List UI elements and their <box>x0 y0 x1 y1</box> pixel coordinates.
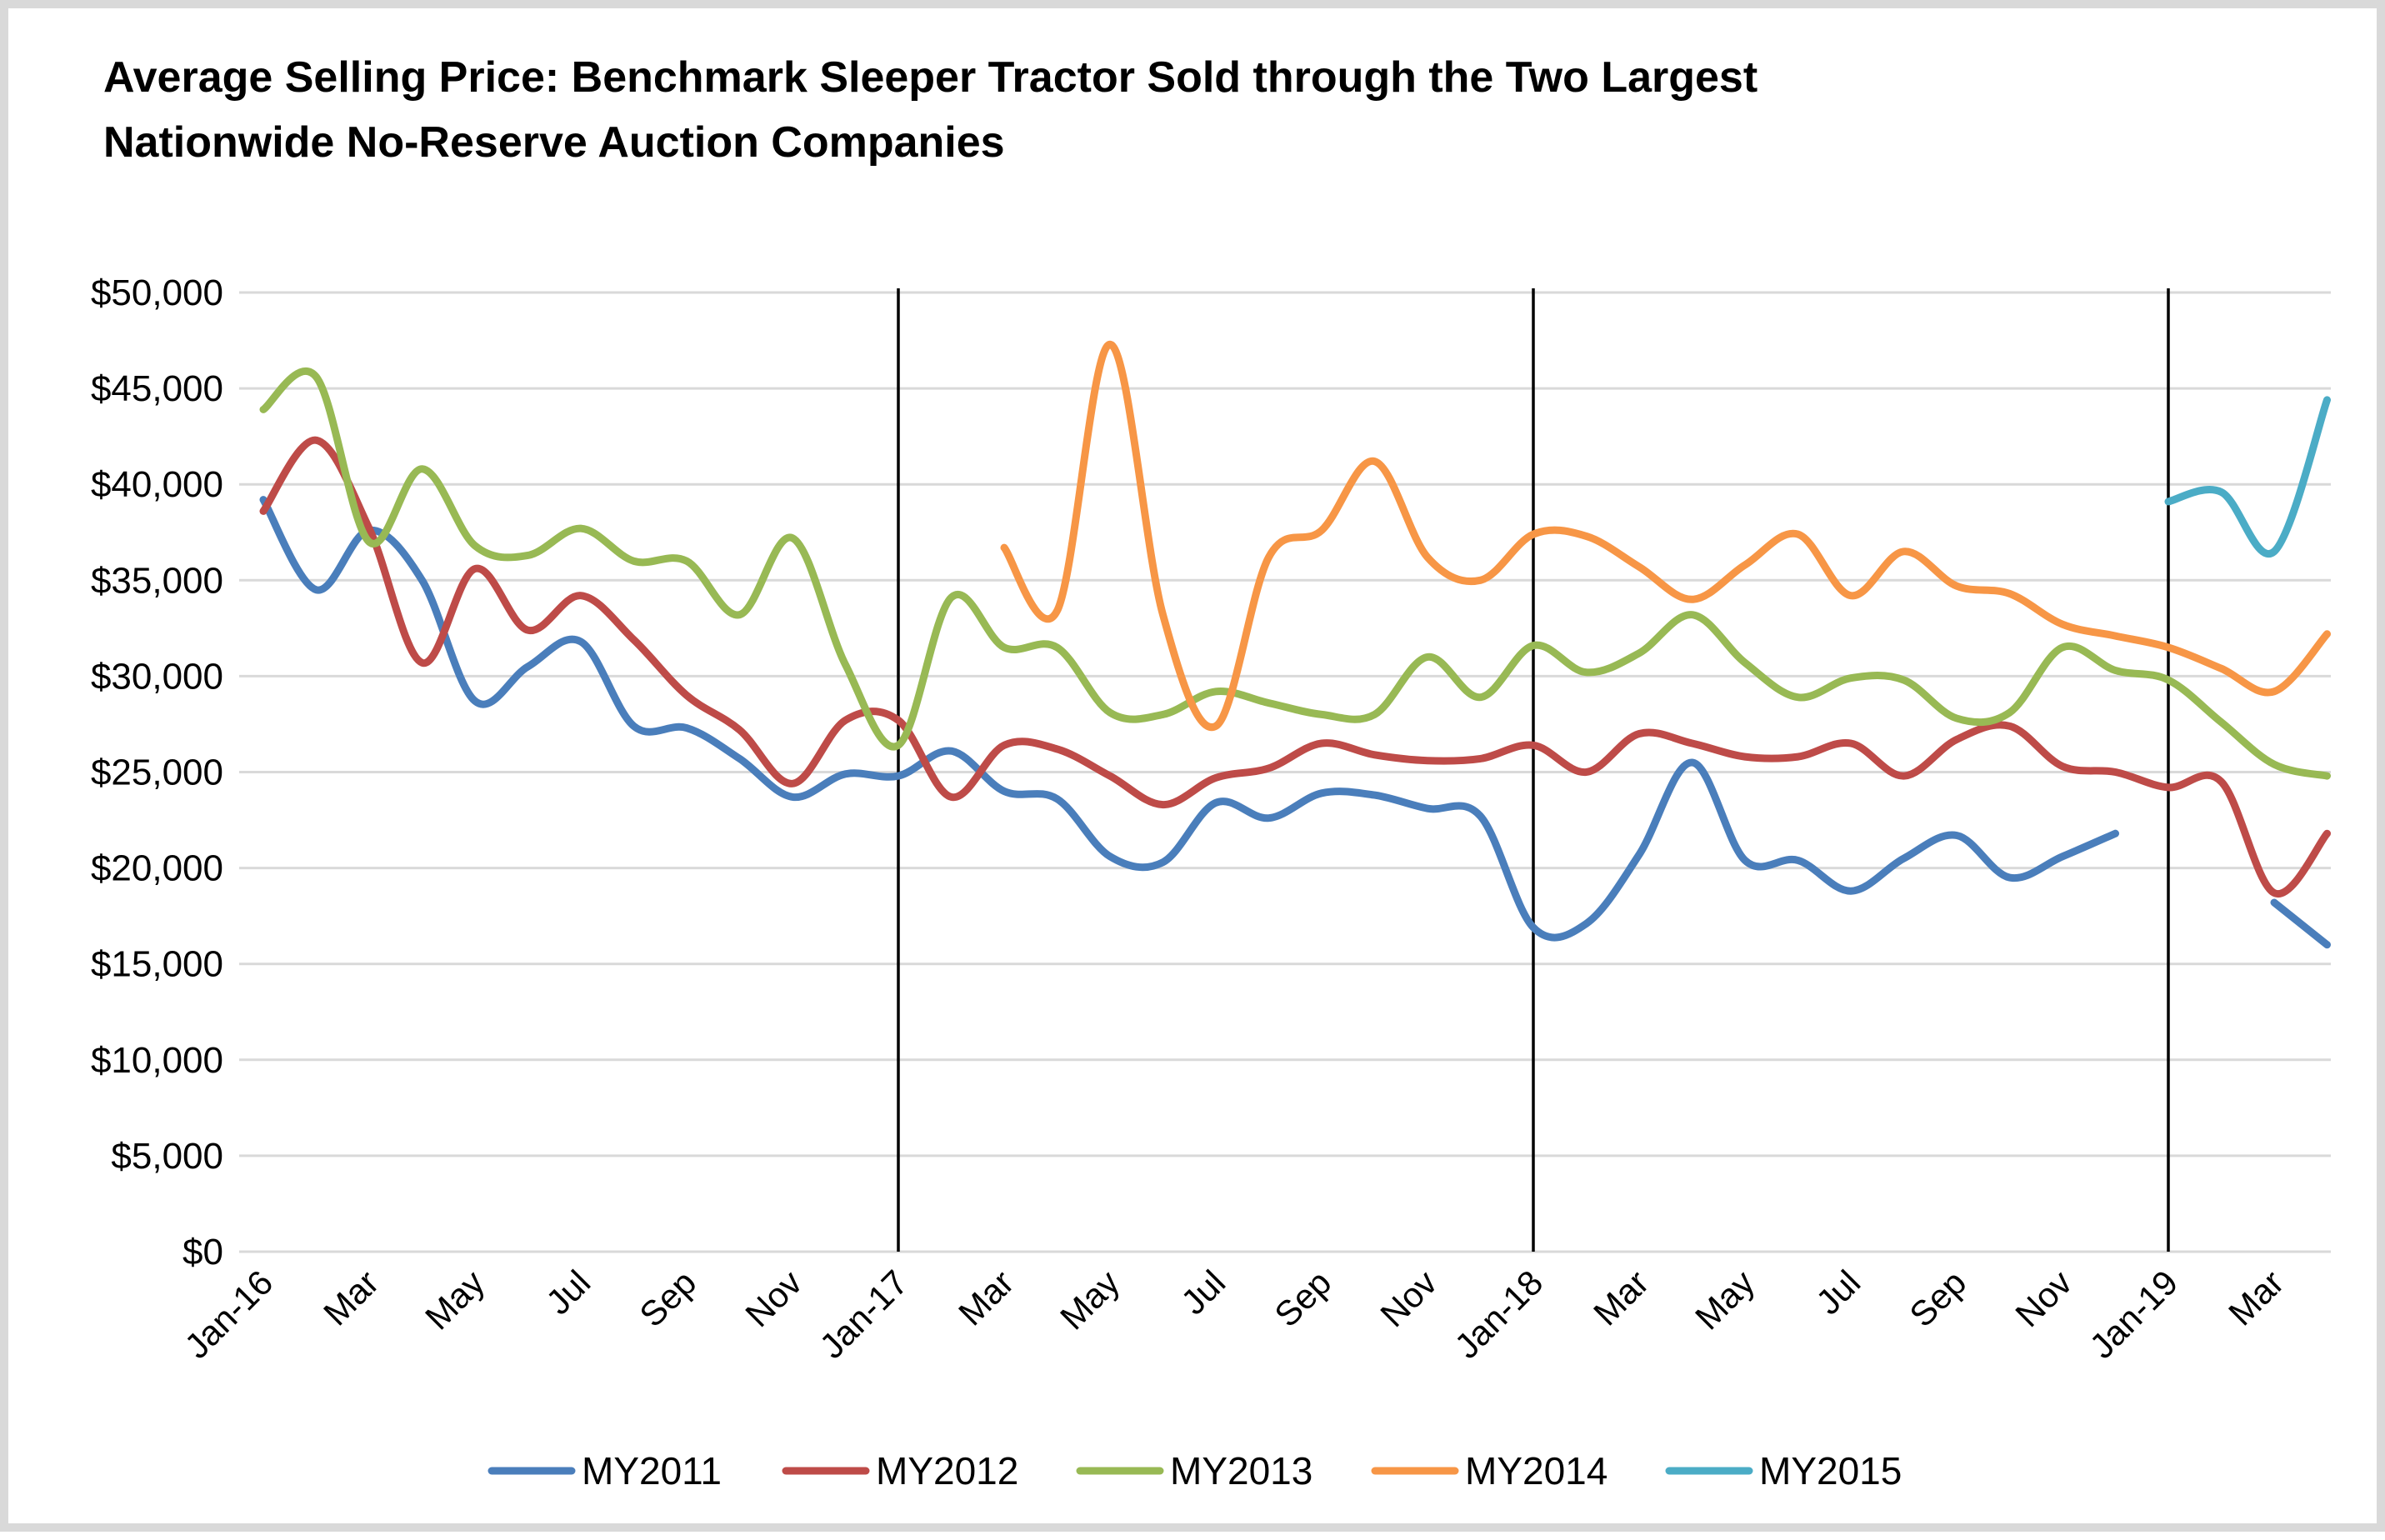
y-tick-label: $10,000 <box>91 1040 223 1081</box>
x-tick-label: Sep <box>1902 1262 1973 1334</box>
x-tick-label: Sep <box>1267 1262 1338 1334</box>
legend-label-my2011: MY2011 <box>582 1449 722 1492</box>
series-line-my2013 <box>259 367 2331 780</box>
line-chart: Average Selling Price: Benchmark Sleeper… <box>91 53 2331 1492</box>
x-tick-label: Mar <box>951 1262 1021 1332</box>
y-tick-label: $40,000 <box>91 464 223 505</box>
y-tick-label: $0 <box>182 1232 223 1272</box>
y-tick-label: $30,000 <box>91 656 223 697</box>
x-tick-label: Mar <box>316 1262 386 1332</box>
y-axis-tick-labels: $0 $5,000 $10,000 $15,000 $20,000 $25,000 $30,… <box>91 272 223 1272</box>
data-series <box>259 340 2331 949</box>
x-tick-label: Jul <box>1173 1262 1232 1322</box>
legend-label-my2015: MY2015 <box>1759 1449 1902 1492</box>
x-tick-label: Jul <box>1808 1262 1868 1322</box>
x-tick-label: Jan-18 <box>1447 1262 1550 1366</box>
legend-label-my2013: MY2013 <box>1170 1449 1312 1492</box>
x-tick-label: Sep <box>632 1262 703 1334</box>
y-tick-label: $15,000 <box>91 944 223 985</box>
series-line-my2012 <box>259 436 2331 898</box>
y-tick-label: $5,000 <box>111 1136 223 1177</box>
y-tick-label: $20,000 <box>91 848 223 889</box>
year-divider-lines <box>897 288 2170 1252</box>
series-line-my2011 <box>2270 898 2331 949</box>
gridlines <box>239 291 2331 1253</box>
legend-label-my2014: MY2014 <box>1465 1449 1608 1492</box>
series-line-my2015 <box>2164 396 2331 558</box>
series-line-my2014 <box>1000 340 2331 732</box>
chart-title: Average Selling Price: Benchmark Sleeper… <box>103 53 1758 167</box>
x-tick-label: Nov <box>2008 1262 2079 1334</box>
y-tick-label: $50,000 <box>91 272 223 313</box>
x-tick-label: May <box>1052 1262 1127 1337</box>
y-tick-label: $35,000 <box>91 560 223 601</box>
chart-title-line-1: Average Selling Price: Benchmark Sleeper… <box>103 53 1758 102</box>
series-line-my2011 <box>259 496 2119 942</box>
x-tick-label: Jan-17 <box>812 1262 915 1366</box>
x-axis-tick-labels: Jan-16 Mar May Jul Sep Nov Jan-17 Mar May Jul Sep N… <box>177 1262 2291 1366</box>
y-tick-label: $45,000 <box>91 368 223 409</box>
chart-title-line-2: Nationwide No-Reserve Auction Companies <box>103 118 1005 167</box>
y-tick-label: $25,000 <box>91 752 223 793</box>
x-tick-label: Mar <box>1586 1262 1656 1332</box>
legend-label-my2012: MY2012 <box>876 1449 1018 1492</box>
legend: MY2011 MY2012 MY2013 MY2014 MY2015 <box>488 1449 1902 1492</box>
x-tick-label: May <box>1688 1262 1762 1337</box>
x-tick-label: Mar <box>2221 1262 2291 1332</box>
x-tick-label: Nov <box>738 1262 809 1334</box>
x-tick-label: Nov <box>1372 1262 1444 1334</box>
x-tick-label: Jan-19 <box>2082 1262 2185 1366</box>
x-tick-label: May <box>418 1262 492 1337</box>
x-tick-label: Jul <box>538 1262 598 1322</box>
x-tick-label: Jan-16 <box>177 1262 280 1366</box>
